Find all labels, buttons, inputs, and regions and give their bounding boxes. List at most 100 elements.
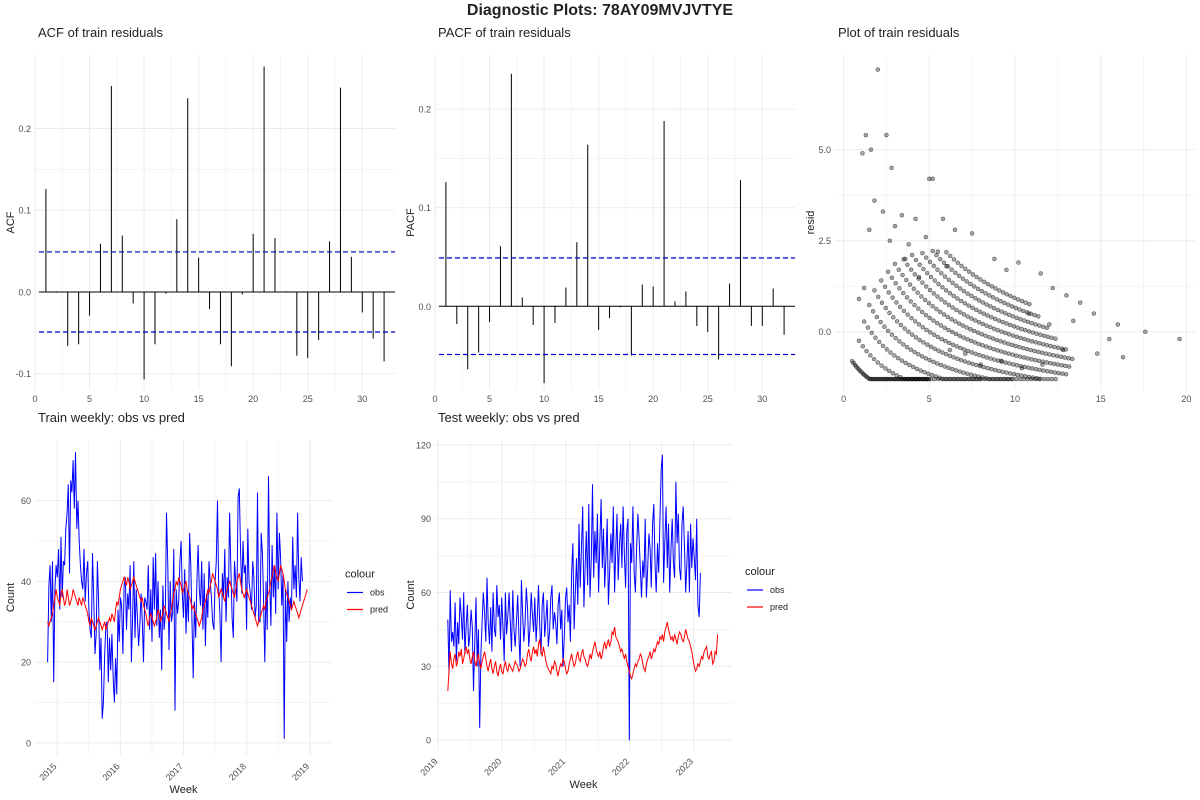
resid-point [1029,357,1034,362]
resid-point [906,242,911,247]
residuals-panel: Plot of train residuals 0.0 2.5 5.0 0 5 10 15 20… [805,25,1195,404]
resid-point [992,316,998,322]
resid-point [976,319,982,325]
resid-point [870,309,876,314]
resid-point [930,248,935,254]
resid-point [898,322,904,328]
resid-point [958,357,964,363]
resid-point [953,270,958,276]
resid-point [880,343,886,349]
resid-point [1008,293,1013,299]
resid-point [952,376,957,382]
resid-point [989,284,994,289]
resid-point [1044,360,1049,365]
resid-point [909,376,915,382]
resid-point [930,176,935,182]
resid-point [992,367,998,373]
resid-point [1032,348,1037,354]
resid-point [1033,340,1038,345]
resid-point [989,315,994,320]
pacf-stems [445,73,785,384]
y-axis-label: PACF [405,208,417,237]
resid-point [889,332,895,337]
resid-point [960,323,966,328]
y-tick-label: 0.1 [18,206,31,216]
x-tick-label: 2020 [482,756,503,777]
resid-point [966,269,972,274]
resid-point [956,273,962,279]
resid-point [969,350,975,355]
y-tick-label: 0 [426,736,431,746]
resid-point [934,306,939,312]
resid-point [897,339,902,344]
resid-point [942,274,948,279]
resid-point [944,250,949,255]
x-tick-label: 30 [757,394,767,404]
resid-point [1007,371,1013,376]
resid-point [1006,332,1012,337]
resid-point [1040,341,1046,347]
resid-point [1059,362,1064,368]
resid-point [918,368,923,373]
resid-point [938,362,944,368]
resid-point [939,297,944,302]
resid-point [970,272,976,277]
resid-point [919,294,924,299]
resid-point [949,317,954,322]
resid-point [1029,339,1035,344]
resid-point [985,281,991,287]
resid-point [1041,376,1047,382]
resid-point [1071,318,1076,324]
resid-point [977,309,983,315]
resid-point [985,313,990,318]
resid-point [944,376,950,382]
resid-point [1063,363,1068,369]
resid-point [961,370,966,375]
y-tick-label: 60 [21,496,31,506]
resid-point [943,338,948,344]
resid-point [1120,354,1126,360]
resid-point [1037,341,1042,346]
resid-point [960,276,966,281]
resid-point [963,376,969,382]
resid-point [1033,322,1038,327]
resid-point [1036,349,1041,355]
resid-point [954,307,959,313]
resid-point [935,267,940,272]
resid-point [886,368,892,374]
resid-point [1049,376,1054,382]
resid-point [1091,311,1097,316]
resid-point [1011,371,1017,377]
resid-point [946,365,951,371]
resid-point [890,295,895,300]
resid-point [978,277,983,282]
resid-point [940,284,945,290]
resid-point [963,351,968,356]
resid-point [1016,260,1021,265]
resid-point [998,339,1003,344]
resid-point [995,307,1001,313]
resid-point [974,307,979,313]
resid-point [972,373,978,378]
resid-point [976,374,981,379]
resid-point [1026,374,1032,380]
resid-point [1013,305,1018,311]
resid-point [908,267,914,272]
resid-point [938,323,944,328]
legend-label-pred: pred [370,605,388,615]
resid-point [892,223,898,229]
resid-point [951,355,956,360]
x-tick-label: 20 [1181,394,1191,404]
resid-point [1010,333,1016,338]
resid-point [961,288,967,294]
resid-point [980,343,985,348]
resid-point [962,347,967,352]
resid-point [1017,307,1022,312]
legend-label-obs: obs [770,585,785,595]
resid-point [946,327,951,333]
resid-point [920,376,926,382]
resid-point [1036,314,1041,319]
resid-point [887,238,893,243]
resid-point [921,266,926,272]
resid-point [890,370,896,376]
